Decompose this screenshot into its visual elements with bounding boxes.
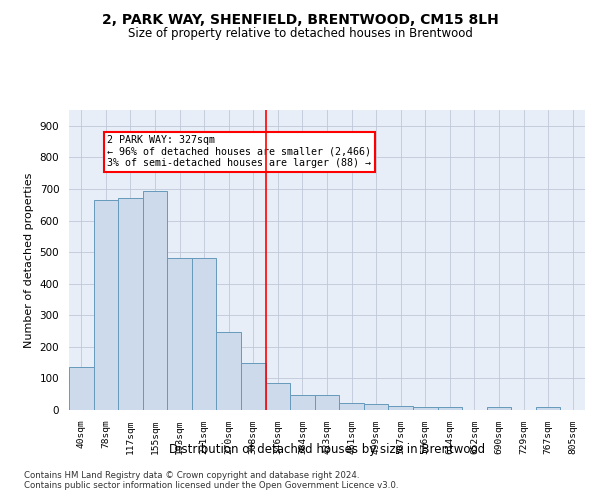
Bar (143, 190, 167, 410)
Text: Contains HM Land Registry data © Crown copyright and database right 2024.: Contains HM Land Registry data © Crown c… (24, 470, 359, 480)
Text: Distribution of detached houses by size in Brentwood: Distribution of detached houses by size … (169, 442, 485, 456)
Bar (241, 364, 266, 410)
Bar (217, 332, 241, 410)
Text: 2 PARK WAY: 327sqm
← 96% of detached houses are smaller (2,466)
3% of semi-detac: 2 PARK WAY: 327sqm ← 96% of detached hou… (107, 136, 371, 168)
Bar (437, 407, 462, 410)
Bar (192, 258, 217, 410)
Bar (388, 406, 413, 410)
Text: Contains public sector information licensed under the Open Government Licence v3: Contains public sector information licen… (24, 480, 398, 490)
Bar (487, 408, 511, 410)
Bar (413, 408, 437, 410)
Bar (266, 383, 290, 410)
Bar (315, 395, 339, 410)
Bar (118, 198, 143, 410)
Bar (364, 404, 388, 410)
Bar (94, 200, 118, 410)
Text: 2, PARK WAY, SHENFIELD, BRENTWOOD, CM15 8LH: 2, PARK WAY, SHENFIELD, BRENTWOOD, CM15 … (101, 12, 499, 26)
Bar (167, 258, 192, 410)
Y-axis label: Number of detached properties: Number of detached properties (24, 172, 34, 348)
Bar (339, 403, 364, 410)
Bar (290, 395, 315, 410)
Bar (536, 408, 560, 410)
Text: Size of property relative to detached houses in Brentwood: Size of property relative to detached ho… (128, 28, 472, 40)
Bar (69, 368, 94, 410)
